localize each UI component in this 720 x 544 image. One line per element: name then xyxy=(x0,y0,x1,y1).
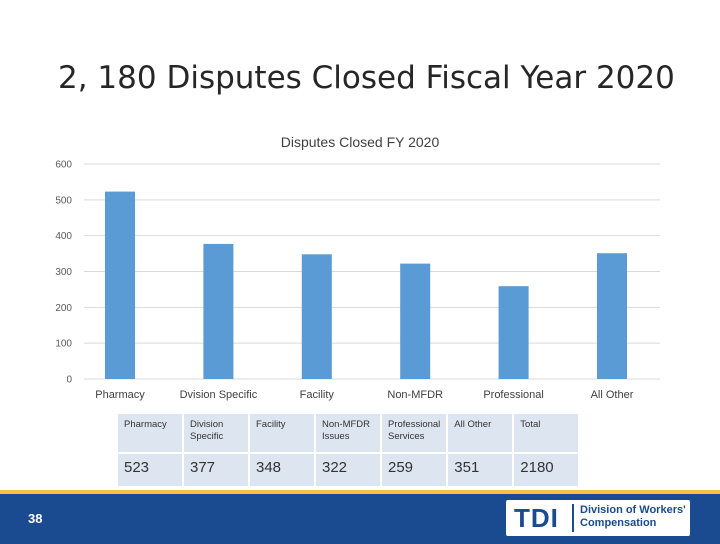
logo-text: Division of Workers' Compensation xyxy=(580,504,686,530)
table-value-cell: 259 xyxy=(382,454,447,486)
table-value-cell: 523 xyxy=(118,454,182,486)
x-tick-label: Dvision Specific xyxy=(180,389,258,401)
table-header-row: Pharmacy Division Specific Facility Non-… xyxy=(118,414,579,452)
table-header-cell: Pharmacy xyxy=(118,414,182,452)
bar-all-other xyxy=(597,253,627,379)
logo-mark: TDI xyxy=(514,503,559,533)
table-header-cell: Non-MFDR Issues xyxy=(316,414,380,452)
bar-pharmacy xyxy=(105,191,135,379)
table-header-cell: All Other xyxy=(448,414,513,452)
table-total-cell: 2180 xyxy=(514,454,579,486)
table-header-cell: Professional Services xyxy=(382,414,447,452)
table-value-row: 523 377 348 322 259 351 2180 xyxy=(118,454,579,486)
tdi-logo: TDI Division of Workers' Compensation xyxy=(506,500,690,536)
footer-bar: 38 TDI Division of Workers' Compensation xyxy=(0,490,720,544)
y-tick-label: 600 xyxy=(55,160,72,171)
logo-line-1: Division of Workers' xyxy=(580,504,686,516)
page-number: 38 xyxy=(28,511,43,526)
bar-chart: Disputes Closed FY 2020 0 100 200 300 400 500… xyxy=(55,134,660,401)
chart-title: Disputes Closed FY 2020 xyxy=(281,134,440,150)
table-value-cell: 322 xyxy=(316,454,380,486)
x-tick-label: Facility xyxy=(300,389,335,401)
x-tick-label: Non-MFDR xyxy=(387,389,443,401)
x-tick-label: Professional xyxy=(483,389,544,401)
y-tick-label: 100 xyxy=(55,339,72,350)
y-tick-label: 0 xyxy=(66,375,72,386)
table-header-cell: Total xyxy=(514,414,579,452)
table-header-cell: Facility xyxy=(250,414,314,452)
bar-non-mfdr xyxy=(400,263,431,379)
y-tick-label: 400 xyxy=(55,231,72,242)
x-tick-label: Pharmacy xyxy=(95,389,145,401)
bar-professional xyxy=(498,286,529,379)
bar-dvision-specific xyxy=(203,243,234,379)
data-table: Pharmacy Division Specific Facility Non-… xyxy=(116,414,580,486)
table-value-cell: 348 xyxy=(250,454,314,486)
y-tick-label: 200 xyxy=(55,303,72,314)
y-tick-label: 300 xyxy=(55,267,72,278)
logo-divider xyxy=(572,504,574,532)
table-value-cell: 377 xyxy=(184,454,248,486)
table-header-cell: Division Specific xyxy=(184,414,248,452)
x-tick-label: All Other xyxy=(591,389,634,401)
y-tick-label: 500 xyxy=(55,195,72,206)
table-value-cell: 351 xyxy=(448,454,513,486)
logo-line-2: Compensation xyxy=(580,517,657,529)
slide-title: 2, 180 Disputes Closed Fiscal Year 2020 xyxy=(58,60,675,96)
bar-facility xyxy=(301,254,332,379)
